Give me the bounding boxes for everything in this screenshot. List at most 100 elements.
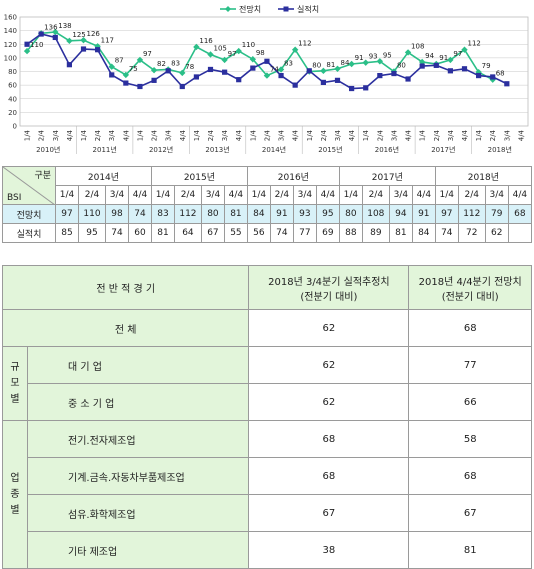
quarter-header: 3/4 xyxy=(104,185,129,205)
actual-cell: 64 xyxy=(173,223,202,243)
x-tick-label: 2/4 xyxy=(207,129,215,141)
actual-cell: 77 xyxy=(292,223,317,243)
actual-point xyxy=(95,47,101,53)
industry-row-q3: 68 xyxy=(248,457,410,495)
x-tick-label: 3/4 xyxy=(52,129,60,141)
bsi-line-chart: 0 20 40 60 80 100 120 140 160 1/4 2/4 3/4 4/4 1/4 2/4 3… xyxy=(4,4,529,154)
x-tick-label: 4/4 xyxy=(66,129,74,141)
corner-diagonal xyxy=(3,167,55,205)
forecast-cell: 79 xyxy=(484,204,509,224)
total-q3-value: 62 xyxy=(248,309,410,347)
quarter-header: 1/4 xyxy=(150,185,175,205)
forecast-data-label: 125 xyxy=(72,31,85,39)
quarter-header: 2/4 xyxy=(457,185,486,205)
year-header: 2018년 xyxy=(434,166,533,186)
total-q4-value: 68 xyxy=(408,309,532,347)
x-tick-label: 2/4 xyxy=(433,129,441,141)
quarter-header: 1/4 xyxy=(338,185,363,205)
actual-point xyxy=(504,81,510,87)
forecast-cell: 97 xyxy=(55,204,79,224)
forecast-data-label: 110 xyxy=(242,41,255,49)
forecast-line xyxy=(26,31,494,81)
forecast-cell: 108 xyxy=(361,204,390,224)
forecast-row-label: 전망치 xyxy=(2,204,56,224)
forecast-data-label: 93 xyxy=(369,53,378,61)
forecast-data-label: 108 xyxy=(411,42,424,50)
y-tick-label: 20 xyxy=(8,109,17,117)
forecast-cell: 98 xyxy=(104,204,129,224)
year-label: 2013년 xyxy=(205,145,229,154)
actual-cell: 74 xyxy=(434,223,459,243)
year-label: 2017년 xyxy=(431,145,455,154)
x-tick-label: 3/4 xyxy=(334,129,342,141)
forecast-point xyxy=(193,43,200,51)
forecast-point xyxy=(249,56,257,63)
forecast-cell: 93 xyxy=(292,204,317,224)
forecast-point xyxy=(404,49,412,56)
x-tick-label: 1/4 xyxy=(24,129,32,141)
forecast-point xyxy=(122,71,130,79)
y-tick-label: 120 xyxy=(4,41,17,49)
actual-point xyxy=(419,63,425,69)
year-label: 2016년 xyxy=(375,145,399,154)
x-tick-label: 4/4 xyxy=(122,129,130,141)
x-tick-label: 2/4 xyxy=(263,129,271,141)
actual-point xyxy=(236,77,242,83)
forecast-point xyxy=(207,51,214,58)
scale-row-label: 대 기 업 xyxy=(26,346,250,384)
forecast-data-label: 80 xyxy=(397,62,406,70)
actual-cell: 81 xyxy=(150,223,175,243)
corner-cell: 구분 BSI xyxy=(2,166,56,205)
actual-cell: 81 xyxy=(388,223,413,243)
forecast-cell: 91 xyxy=(269,204,294,224)
actual-cell: 56 xyxy=(246,223,271,243)
forecast-data-label: 84 xyxy=(341,59,350,67)
actual-row-label: 실적치 xyxy=(2,223,56,243)
actual-point xyxy=(363,85,369,91)
actual-point xyxy=(490,74,496,80)
year-header: 2014년 xyxy=(55,166,152,186)
quarter-header: 2/4 xyxy=(173,185,202,205)
quarter-header: 4/4 xyxy=(315,185,340,205)
forecast-point xyxy=(136,56,144,64)
forecast-point xyxy=(334,65,341,72)
forecast-point xyxy=(320,67,327,75)
forecast-point xyxy=(362,59,369,66)
forecast-data-label: 82 xyxy=(157,60,166,68)
actual-cell: 95 xyxy=(77,223,106,243)
x-tick-label: 1/4 xyxy=(136,129,144,141)
forecast-cell: 68 xyxy=(507,204,533,224)
actual-point xyxy=(250,65,256,71)
y-tick-label: 140 xyxy=(4,27,17,35)
x-tick-label: 1/4 xyxy=(193,129,201,141)
forecast-data-label: 95 xyxy=(383,51,392,59)
actual-point xyxy=(278,72,284,79)
year-header: 2015년 xyxy=(150,166,248,186)
forecast-cell: 80 xyxy=(200,204,225,224)
x-tick-label: 4/4 xyxy=(405,129,413,141)
industry-row-q3: 67 xyxy=(248,494,410,532)
x-tick-label: 1/4 xyxy=(419,129,427,141)
x-tick-label: 4/4 xyxy=(179,129,187,141)
actual-point xyxy=(52,34,58,41)
actual-cell: 88 xyxy=(338,223,363,243)
actual-point xyxy=(377,72,383,79)
forecast-data-label: 94 xyxy=(425,52,434,60)
forecast-point xyxy=(94,43,101,50)
actual-cell: 72 xyxy=(457,223,486,243)
x-tick-label: 1/4 xyxy=(306,129,314,141)
actual-point xyxy=(207,66,214,73)
x-tick-label: 1/4 xyxy=(249,129,257,141)
x-tick-label: 1/4 xyxy=(475,129,483,141)
forecast-cell: 80 xyxy=(338,204,363,224)
x-tick-label: 1/4 xyxy=(80,129,88,141)
business-condition-table: 전 반 적 경 기 2018년 3/4분기 실적추정치 (전분기 대비) 201… xyxy=(1,265,532,569)
forecast-data-label: 112 xyxy=(468,40,481,48)
forecast-data-label: 91 xyxy=(355,54,364,62)
forecast-data-label: 91 xyxy=(439,54,448,62)
actual-point xyxy=(334,77,341,83)
actual-point xyxy=(461,66,468,72)
industry-row-q4: 68 xyxy=(408,457,532,495)
forecast-point xyxy=(291,46,299,53)
forecast-cell: 84 xyxy=(246,204,271,224)
